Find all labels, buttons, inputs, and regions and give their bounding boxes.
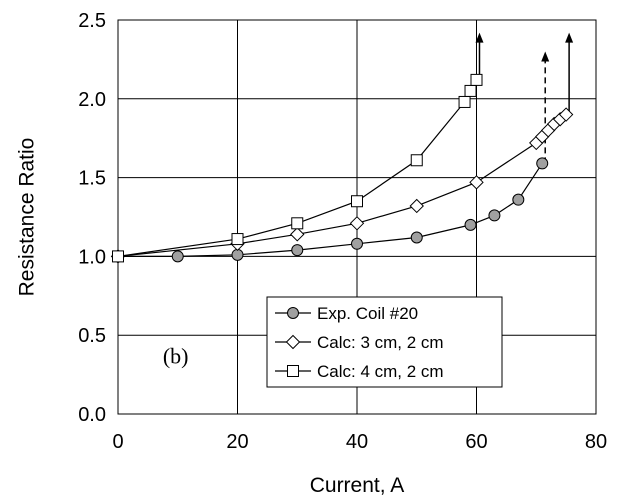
legend-entry-1: Exp. Coil #20 xyxy=(275,304,418,323)
y-tick-label: 2.5 xyxy=(78,10,106,32)
data-point-square xyxy=(231,233,244,246)
data-point-square xyxy=(112,250,124,263)
data-point-circle xyxy=(291,244,304,257)
x-tick-label: 40 xyxy=(346,431,368,453)
data-point-diamond xyxy=(285,334,301,350)
x-tick-label: 20 xyxy=(226,431,248,453)
data-point-circle xyxy=(171,250,184,263)
legend-label: Exp. Coil #20 xyxy=(317,304,418,323)
plot-area-frame xyxy=(117,19,597,415)
series-layer xyxy=(110,32,574,264)
runaway-arrowhead xyxy=(565,32,574,43)
data-point-circle xyxy=(536,157,549,170)
x-tick-label: 60 xyxy=(465,431,487,453)
legend-entry-2: Calc: 3 cm, 2 cm xyxy=(275,333,444,352)
data-point-square xyxy=(291,217,304,230)
series-3 xyxy=(112,32,484,263)
panel-annotation: (b) xyxy=(163,344,189,369)
y-tick-label: 0.5 xyxy=(78,325,106,347)
data-point-diamond xyxy=(349,216,365,231)
data-point-square xyxy=(287,365,299,377)
data-point-square xyxy=(470,73,483,86)
data-point-circle xyxy=(410,231,423,244)
legend-label: Calc: 4 cm, 2 cm xyxy=(317,362,444,381)
x-tick-label: 0 xyxy=(112,431,123,453)
y-tick-label: 0.0 xyxy=(78,404,106,426)
data-point-circle xyxy=(351,237,363,250)
data-point-diamond xyxy=(469,175,484,190)
y-tick-label: 2.0 xyxy=(78,89,106,111)
legend-entry-3: Calc: 4 cm, 2 cm xyxy=(275,362,444,381)
x-axis-title: Current, A xyxy=(310,474,405,497)
runaway-arrowhead xyxy=(475,32,484,43)
y-tick-label: 1.0 xyxy=(78,246,106,268)
y-axis-title: Resistance Ratio xyxy=(16,138,39,297)
data-point-diamond xyxy=(290,227,305,242)
data-point-square xyxy=(458,95,471,108)
series-line xyxy=(118,163,543,257)
data-point-diamond xyxy=(409,198,424,214)
data-point-circle xyxy=(488,209,501,222)
data-point-square xyxy=(410,154,423,167)
data-point-square xyxy=(351,195,363,208)
legend-label: Calc: 3 cm, 2 cm xyxy=(317,333,444,352)
runaway-arrowhead xyxy=(541,51,550,62)
data-point-diamond xyxy=(558,107,574,122)
data-point-square xyxy=(464,84,477,97)
series-1 xyxy=(112,51,550,263)
series-line xyxy=(117,114,567,257)
legend: Exp. Coil #20 Calc: 3 cm, 2 cm Calc: 4 cm,… xyxy=(266,296,503,388)
x-tick-label: 80 xyxy=(585,431,607,453)
tick-labels: 0 20 40 60 80 0.0 0.5 1.0 1.5 2.0 2.5 xyxy=(78,10,607,453)
y-tick-label: 1.5 xyxy=(78,168,106,190)
data-point-circle xyxy=(287,307,299,319)
data-point-circle xyxy=(512,193,525,206)
series-2 xyxy=(110,32,574,264)
data-point-circle xyxy=(464,218,477,231)
